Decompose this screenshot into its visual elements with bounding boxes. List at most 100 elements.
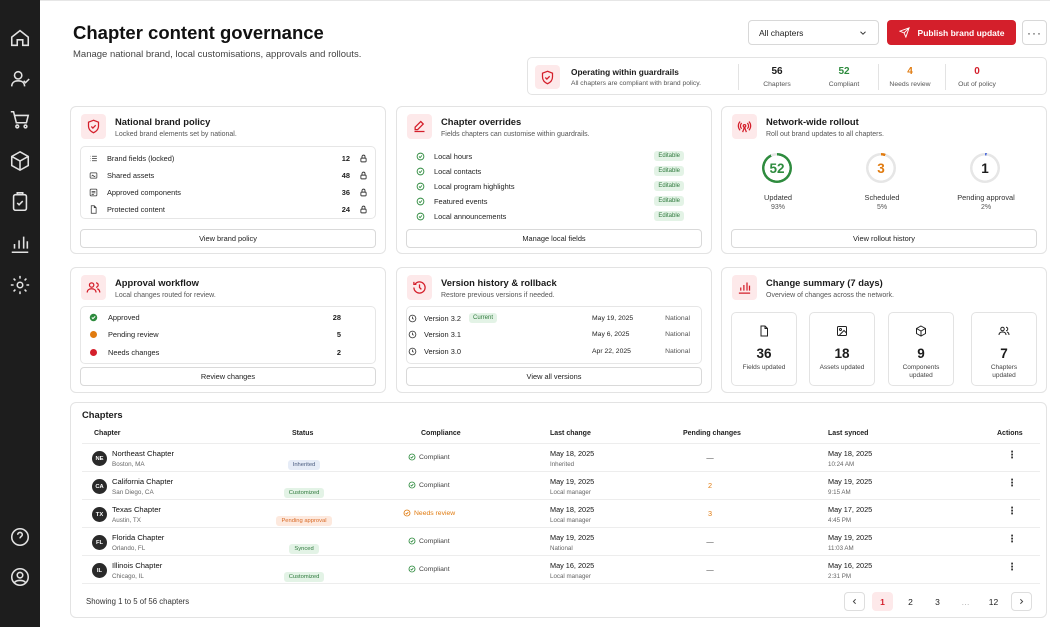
table-row[interactable]: FL Florida Chapter Orlando, FL Synced Co… [82,527,1040,555]
check-circle-icon [416,152,425,160]
item-label: Needs changes [108,348,160,357]
row-actions-icon[interactable]: ⋮ [1007,562,1017,573]
clock-icon [408,347,417,356]
chevron-left-icon [852,598,856,605]
chapter-name[interactable]: California Chapter [112,477,174,486]
more-options-button[interactable]: ··· [1022,20,1047,45]
compliance-label: Compliant [419,565,450,573]
account-icon[interactable] [9,566,31,588]
next-page-button[interactable] [1011,592,1032,611]
column-header[interactable]: Chapter [94,430,121,437]
page-button[interactable]: 3 [935,596,940,607]
prev-page-button[interactable] [844,592,865,611]
status-badge: Pending approval [276,516,332,526]
divider [738,64,739,90]
pending-changes: — [706,537,714,546]
column-header[interactable]: Pending changes [683,430,741,437]
version-row[interactable]: Version 3.1 May 6, 2025 National [408,330,690,339]
bar-chart-icon [732,275,757,300]
summary-label: Assets updated [819,364,865,371]
chapter-name[interactable]: Northeast Chapter [112,449,175,458]
view-rollout-history-button[interactable]: View rollout history [731,229,1037,248]
guardrails-subtitle: All chapters are compliant with brand po… [571,80,701,87]
row-actions-icon[interactable]: ⋮ [1007,506,1017,517]
summary-value: 7 [1000,346,1008,361]
editable-badge: Editable [654,166,684,176]
list-item: Local contacts Editable [416,166,684,176]
list-item: Needs changes 2 [89,348,341,357]
row-actions-icon[interactable]: ⋮ [1007,534,1017,545]
version-list: Version 3.2 Current May 19, 2025 National V… [406,306,702,364]
settings-icon[interactable] [9,274,31,296]
review-changes-button[interactable]: Review changes [80,367,376,386]
list-item: Protected content 24 [89,205,368,214]
column-header[interactable]: Last synced [828,430,869,437]
row-actions-icon[interactable]: ⋮ [1007,478,1017,489]
check-circle-icon [89,313,98,322]
list-item: Local hours Editable [416,151,684,161]
view-brand-policy-button[interactable]: View brand policy [80,229,376,248]
column-header[interactable]: Last change [550,430,591,437]
national-brand-policy-card: National brand policy Locked brand eleme… [70,106,386,254]
box-icon[interactable] [9,150,31,172]
image-icon [837,326,847,336]
view-all-versions-button[interactable]: View all versions [406,367,702,386]
clipboard-icon[interactable] [9,191,31,213]
page-button[interactable]: 2 [908,596,913,607]
compliance-cell: Compliant [408,453,450,461]
people-icon [998,326,1010,336]
rollout-ring-updated: 52 [762,153,794,185]
bar-chart-icon[interactable] [9,233,31,255]
table-row[interactable]: NE Northeast Chapter Boston, MA Inherite… [82,443,1040,471]
chapter-filter-select[interactable]: All chapters [748,20,879,45]
table-row[interactable]: TX Texas Chapter Austin, TX Pending appr… [82,499,1040,527]
table-row[interactable]: CA California Chapter San Diego, CA Cust… [82,471,1040,499]
stat-label: Chapters [763,81,791,88]
item-value: 2 [336,348,341,357]
chapter-filter-value: All chapters [759,27,804,38]
publish-button[interactable]: Publish brand update [887,20,1016,45]
more-icon: ··· [1027,25,1042,40]
item-value: 28 [332,313,341,322]
status-dot [90,331,97,338]
row-actions-icon[interactable]: ⋮ [1007,450,1017,461]
ring-value: 3 [866,153,896,183]
version-row[interactable]: Version 3.2 Current May 19, 2025 National [408,313,690,323]
synced-time: 2:31 PM [828,573,852,580]
help-icon[interactable] [9,526,31,548]
version-row[interactable]: Version 3.0 Apr 22, 2025 National [408,347,690,356]
item-label: Approved components [107,188,181,197]
users-icon[interactable] [9,68,31,90]
change-by: Local manager [550,517,591,524]
column-header[interactable]: Compliance [421,430,461,437]
manage-local-fields-button[interactable]: Manage local fields [406,229,702,248]
chapter-name[interactable]: Florida Chapter [112,533,165,542]
divider [945,64,946,90]
list-item: Shared assets 48 [89,171,368,180]
table-row[interactable]: IL Illinois Chapter Chicago, IL Customiz… [82,555,1040,583]
shield-icon [81,114,106,139]
cart-icon[interactable] [9,109,31,131]
page-ellipsis: … [961,596,970,607]
main-content: Chapter content governance Manage nation… [40,0,1050,627]
chapter-name[interactable]: Texas Chapter [112,505,161,514]
card-title: National brand policy [115,116,211,127]
item-label: Local program highlights [434,181,515,191]
column-header[interactable]: Actions [997,430,1023,437]
column-header[interactable]: Status [292,430,314,437]
compliance-cell: Compliant [408,481,450,489]
version-scope: National [665,331,690,338]
compliance-cell: Needs review [403,509,455,517]
page-button[interactable]: 12 [988,596,999,607]
page-button-active[interactable]: 1 [872,592,893,611]
chapter-name[interactable]: Illinois Chapter [112,561,163,570]
stat-out-of-policy: 0 Out of policy [942,66,1012,88]
summary-value: 36 [756,346,772,361]
ring-percent: 5% [876,204,888,211]
change-by: Local manager [550,489,591,496]
home-icon[interactable] [9,27,31,49]
chapter-location: Chicago, IL [112,573,144,580]
ring-percent: 2% [980,204,992,211]
lock-icon [360,188,367,197]
broadcast-icon [732,114,757,139]
